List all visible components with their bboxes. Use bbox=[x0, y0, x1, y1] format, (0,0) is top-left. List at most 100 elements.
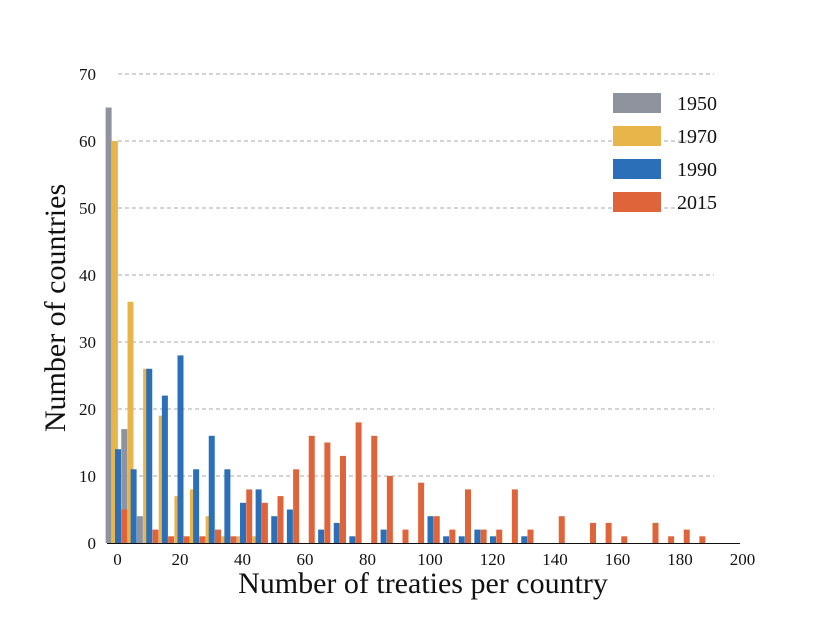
bar-2015-x17 bbox=[168, 536, 175, 543]
bar-1990-x5 bbox=[130, 469, 137, 543]
x-tick-label-140: 140 bbox=[542, 550, 568, 569]
y-tick-label-70: 70 bbox=[79, 65, 96, 84]
bar-1990-x70 bbox=[333, 522, 340, 543]
bar-1970-x-1 bbox=[111, 141, 118, 543]
bar-2015-x47 bbox=[261, 502, 268, 543]
legend-swatch-1950 bbox=[613, 93, 661, 113]
y-tick-label-10: 10 bbox=[79, 467, 96, 486]
bar-1990-x110 bbox=[458, 536, 465, 543]
bar-1970-x39 bbox=[236, 536, 243, 543]
legend-label-1950: 1950 bbox=[677, 93, 717, 115]
bar-1990-x20 bbox=[177, 355, 184, 543]
legend-swatch-2015 bbox=[613, 192, 661, 212]
bar-2015-x77 bbox=[355, 422, 362, 543]
bar-1990-x65 bbox=[318, 529, 325, 543]
bar-1990-x100 bbox=[427, 516, 434, 543]
bar-2015-x87 bbox=[386, 476, 393, 543]
bar-1970-x24 bbox=[190, 489, 196, 543]
legend-label-2015: 2015 bbox=[677, 192, 717, 214]
legend-swatch-1990 bbox=[613, 159, 661, 179]
bar-1950-x2 bbox=[121, 429, 128, 543]
y-tick-label-60: 60 bbox=[79, 132, 96, 151]
bar-1990-x85 bbox=[380, 529, 387, 543]
bar-1950-x-3 bbox=[105, 107, 112, 543]
bar-2015-x132 bbox=[527, 529, 534, 543]
bar-1990-x10 bbox=[146, 368, 153, 543]
bar-2015-x32 bbox=[215, 529, 221, 543]
bar-2015-x127 bbox=[511, 489, 518, 543]
bar-1990-x115 bbox=[474, 529, 481, 543]
bar-1970-x14 bbox=[158, 415, 165, 543]
y-axis-title: Number of countries bbox=[39, 184, 72, 432]
bar-1970-x19 bbox=[174, 496, 181, 543]
bar-1990-x105 bbox=[443, 536, 450, 543]
bar-2015-x142 bbox=[558, 516, 565, 543]
x-tick-labels: 0 20 40 60 80 100 120 140 160 180 200 bbox=[113, 550, 755, 569]
bar-2015-x37 bbox=[230, 536, 237, 543]
bar-2015-x2 bbox=[121, 509, 128, 543]
legend: 1950 1970 1990 2015 bbox=[613, 93, 717, 214]
x-tick-label-180: 180 bbox=[667, 550, 693, 569]
bar-1970-x44 bbox=[252, 536, 259, 543]
bar-2015-x62 bbox=[308, 435, 315, 543]
bar-2015-x67 bbox=[324, 442, 331, 543]
x-tick-label-200: 200 bbox=[730, 550, 756, 569]
bar-2015-x42 bbox=[246, 489, 253, 543]
bar-2015-x92 bbox=[402, 529, 409, 543]
bar-1990-x130 bbox=[521, 536, 528, 543]
bar-1990-x50 bbox=[271, 516, 278, 543]
bar-2015-x57 bbox=[293, 469, 300, 543]
x-tick-label-60: 60 bbox=[297, 550, 314, 569]
bar-2015-x82 bbox=[371, 435, 378, 543]
bar-1990-x25 bbox=[193, 469, 200, 543]
bar-1990-x30 bbox=[208, 435, 215, 543]
bar-2015-x152 bbox=[590, 522, 596, 543]
legend-label-1970: 1970 bbox=[677, 126, 717, 148]
x-tick-label-120: 120 bbox=[480, 550, 506, 569]
bar-2015-x22 bbox=[183, 536, 190, 543]
bar-2015-x187 bbox=[699, 536, 706, 543]
x-tick-label-160: 160 bbox=[605, 550, 631, 569]
x-tick-label-40: 40 bbox=[234, 550, 251, 569]
bars-layer bbox=[105, 107, 706, 543]
gridlines bbox=[118, 73, 714, 477]
legend-label-1990: 1990 bbox=[677, 159, 717, 181]
bar-1970-x34 bbox=[221, 536, 228, 543]
y-tick-label-0: 0 bbox=[88, 534, 97, 553]
bar-2015-x112 bbox=[465, 489, 471, 543]
bar-2015-x52 bbox=[277, 496, 284, 543]
bar-1990-x45 bbox=[255, 489, 262, 543]
bar-2015-x12 bbox=[152, 529, 159, 543]
y-tick-label-50: 50 bbox=[79, 199, 96, 218]
bar-2015-x102 bbox=[433, 516, 440, 543]
bar-2015-x122 bbox=[496, 529, 503, 543]
x-tick-label-100: 100 bbox=[417, 550, 443, 569]
x-tick-label-0: 0 bbox=[113, 550, 122, 569]
bar-1970-x4 bbox=[127, 301, 134, 543]
bar-1990-x35 bbox=[224, 469, 231, 543]
bar-1990-x15 bbox=[161, 395, 168, 543]
bar-2015-x97 bbox=[418, 482, 425, 543]
bar-2015-x182 bbox=[683, 529, 690, 543]
bar-2015-x27 bbox=[199, 536, 206, 543]
y-tick-label-20: 20 bbox=[79, 400, 96, 419]
x-axis-title: Number of treaties per country bbox=[238, 567, 608, 600]
bar-2015-x162 bbox=[621, 536, 628, 543]
legend-swatch-1970 bbox=[613, 126, 661, 146]
y-tick-label-40: 40 bbox=[79, 266, 96, 285]
bar-1990-x75 bbox=[349, 536, 356, 543]
bar-2015-x157 bbox=[605, 522, 612, 543]
bar-1970-x29 bbox=[205, 516, 212, 543]
bar-1990-x40 bbox=[240, 502, 246, 543]
bar-1970-x9 bbox=[143, 368, 150, 543]
bar-2015-x72 bbox=[340, 455, 346, 543]
bar-1950-x7 bbox=[136, 516, 143, 543]
x-tick-label-20: 20 bbox=[172, 550, 189, 569]
bar-1990-x120 bbox=[490, 536, 496, 543]
bar-2015-x117 bbox=[480, 529, 487, 543]
bar-2015-x107 bbox=[449, 529, 456, 543]
bar-2015-x177 bbox=[668, 536, 675, 543]
bar-1990-x55 bbox=[286, 509, 293, 543]
y-tick-label-30: 30 bbox=[79, 333, 96, 352]
